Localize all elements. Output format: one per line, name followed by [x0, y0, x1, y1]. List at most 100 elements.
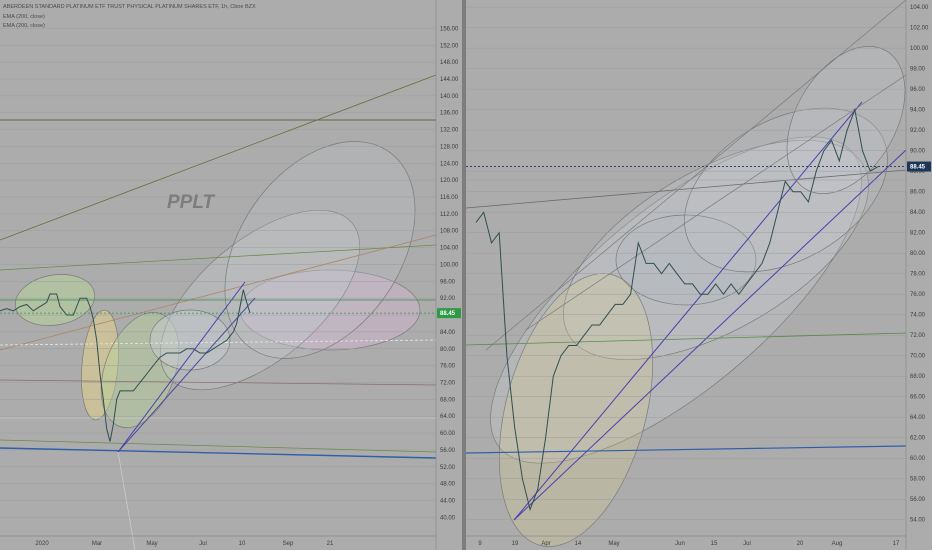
trend-line[interactable] — [0, 339, 437, 346]
trend-line[interactable] — [466, 332, 907, 346]
y-tick-label: 112.00 — [440, 212, 459, 218]
y-tick-label: 54.00 — [910, 518, 926, 524]
trend-line[interactable] — [0, 244, 437, 271]
y-tick-label: 140.00 — [440, 94, 459, 100]
y-tick-label: 128.00 — [440, 144, 459, 150]
trend-line[interactable] — [485, 0, 907, 351]
y-tick-label: 62.00 — [910, 436, 926, 442]
last-price-value: 88.45 — [910, 165, 926, 171]
x-tick-label: Jul — [743, 541, 751, 547]
trend-line[interactable] — [466, 169, 907, 209]
y-tick-label: 108.00 — [440, 229, 459, 235]
y-tick-label: 58.00 — [910, 477, 926, 483]
x-tick-label: 20 — [797, 541, 804, 547]
y-tick-label: 156.00 — [440, 26, 459, 32]
x-tick-label: 14 — [575, 541, 582, 547]
indicator-label-2[interactable]: EMA (200, close) — [3, 23, 45, 29]
trend-line[interactable] — [0, 74, 437, 241]
y-tick-label: 92.00 — [440, 296, 456, 302]
price-series-line — [0, 289, 251, 442]
trend-line[interactable] — [513, 149, 907, 521]
y-tick-label: 100.00 — [910, 46, 929, 52]
y-tick-label: 70.00 — [910, 354, 926, 360]
y-tick-label: 86.00 — [910, 190, 926, 196]
y-tick-label: 98.00 — [910, 67, 926, 73]
y-tick-label: 68.00 — [440, 397, 456, 403]
y-tick-label: 60.00 — [440, 431, 456, 437]
indicator-label-1[interactable]: EMA (200, close) — [3, 14, 45, 20]
x-tick-label: 10 — [239, 541, 246, 547]
y-tick-label: 84.00 — [910, 210, 926, 216]
left-chart-pane[interactable]: 156.00 152.00 148.00 144.00 140.00 136.00 132.… — [0, 0, 462, 550]
y-tick-label: 40.00 — [440, 515, 456, 521]
y-tick-label: 56.00 — [440, 448, 456, 454]
right-chart-pane[interactable]: 104.00 102.00 100.00 98.00 96.00 94.00 92.00 90… — [466, 0, 932, 550]
x-tick-label: 21 — [327, 541, 334, 547]
y-tick-label: 90.00 — [910, 149, 926, 155]
y-tick-label: 92.00 — [910, 128, 926, 134]
y-tick-label: 64.00 — [910, 415, 926, 421]
y-tick-label: 100.00 — [440, 262, 459, 268]
y-tick-label: 102.00 — [910, 26, 929, 32]
drawing-ellipse[interactable] — [466, 83, 910, 517]
drawing-ellipse[interactable] — [472, 257, 680, 550]
y-tick-label: 132.00 — [440, 128, 459, 134]
trend-line[interactable] — [466, 445, 907, 454]
y-tick-label: 80.00 — [440, 347, 456, 353]
right-chart-svg[interactable]: 104.00 102.00 100.00 98.00 96.00 94.00 92.00 90… — [466, 0, 932, 550]
trend-line[interactable] — [117, 297, 256, 453]
trend-line[interactable] — [525, 74, 907, 331]
pane-divider[interactable] — [462, 0, 466, 550]
y-tick-label: 120.00 — [440, 178, 459, 184]
drawing-ellipse[interactable] — [149, 309, 231, 371]
trend-line[interactable] — [0, 379, 437, 386]
last-price-value: 88.45 — [440, 311, 456, 317]
y-tick-label: 96.00 — [440, 279, 456, 285]
price-series-line — [475, 107, 879, 512]
y-tick-label: 48.00 — [440, 482, 456, 488]
y-tick-label: 144.00 — [440, 77, 459, 83]
last-price-badge — [907, 161, 931, 172]
x-tick-label: Jun — [675, 541, 685, 547]
y-tick-label: 68.00 — [910, 374, 926, 380]
drawing-ellipse[interactable] — [239, 269, 421, 351]
y-tick-label: 60.00 — [910, 456, 926, 462]
left-chart-svg[interactable]: 156.00 152.00 148.00 144.00 140.00 136.00 132.… — [0, 0, 462, 550]
trend-line[interactable] — [117, 281, 246, 453]
y-tick-label: 64.00 — [440, 414, 456, 420]
drawing-ellipse[interactable] — [186, 106, 455, 394]
y-tick-label: 74.00 — [910, 313, 926, 319]
x-tick-label: May — [146, 541, 157, 547]
y-tick-label: 104.00 — [910, 5, 929, 11]
trend-line[interactable] — [0, 234, 437, 351]
chart-title: ABERDEEN STANDARD PLATINUM ETF TRUST PHY… — [3, 4, 256, 10]
drawing-ellipse[interactable] — [77, 309, 122, 422]
y-tick-label: 84.00 — [440, 330, 456, 336]
y-tick-label: 148.00 — [440, 60, 459, 66]
x-tick-label: 9 — [478, 541, 482, 547]
trend-line[interactable] — [117, 451, 136, 550]
x-tick-label: 15 — [711, 541, 718, 547]
trend-line[interactable] — [0, 447, 437, 459]
y-tick-label: 72.00 — [440, 380, 456, 386]
y-tick-label: 124.00 — [440, 161, 459, 167]
y-tick-label: 76.00 — [440, 364, 456, 370]
y-tick-label: 76.00 — [910, 292, 926, 298]
y-tick-label: 72.00 — [910, 333, 926, 339]
x-tick-label: Aug — [832, 541, 843, 547]
watermark-text: PPLT — [167, 192, 216, 213]
x-tick-label: 17 — [893, 541, 900, 547]
y-tick-label: 152.00 — [440, 43, 459, 49]
y-tick-label: 94.00 — [910, 108, 926, 114]
last-price-badge — [437, 308, 461, 319]
y-tick-label: 66.00 — [910, 395, 926, 401]
x-tick-label: May — [608, 541, 619, 547]
y-tick-label: 82.00 — [910, 231, 926, 237]
x-tick-label: Mar — [92, 541, 102, 547]
y-tick-label: 136.00 — [440, 111, 459, 117]
trend-line[interactable] — [513, 101, 863, 521]
trend-line[interactable] — [0, 439, 437, 453]
x-tick-label: 2020 — [35, 541, 49, 547]
y-tick-label: 116.00 — [440, 195, 459, 201]
drawing-ellipse[interactable] — [615, 214, 757, 306]
